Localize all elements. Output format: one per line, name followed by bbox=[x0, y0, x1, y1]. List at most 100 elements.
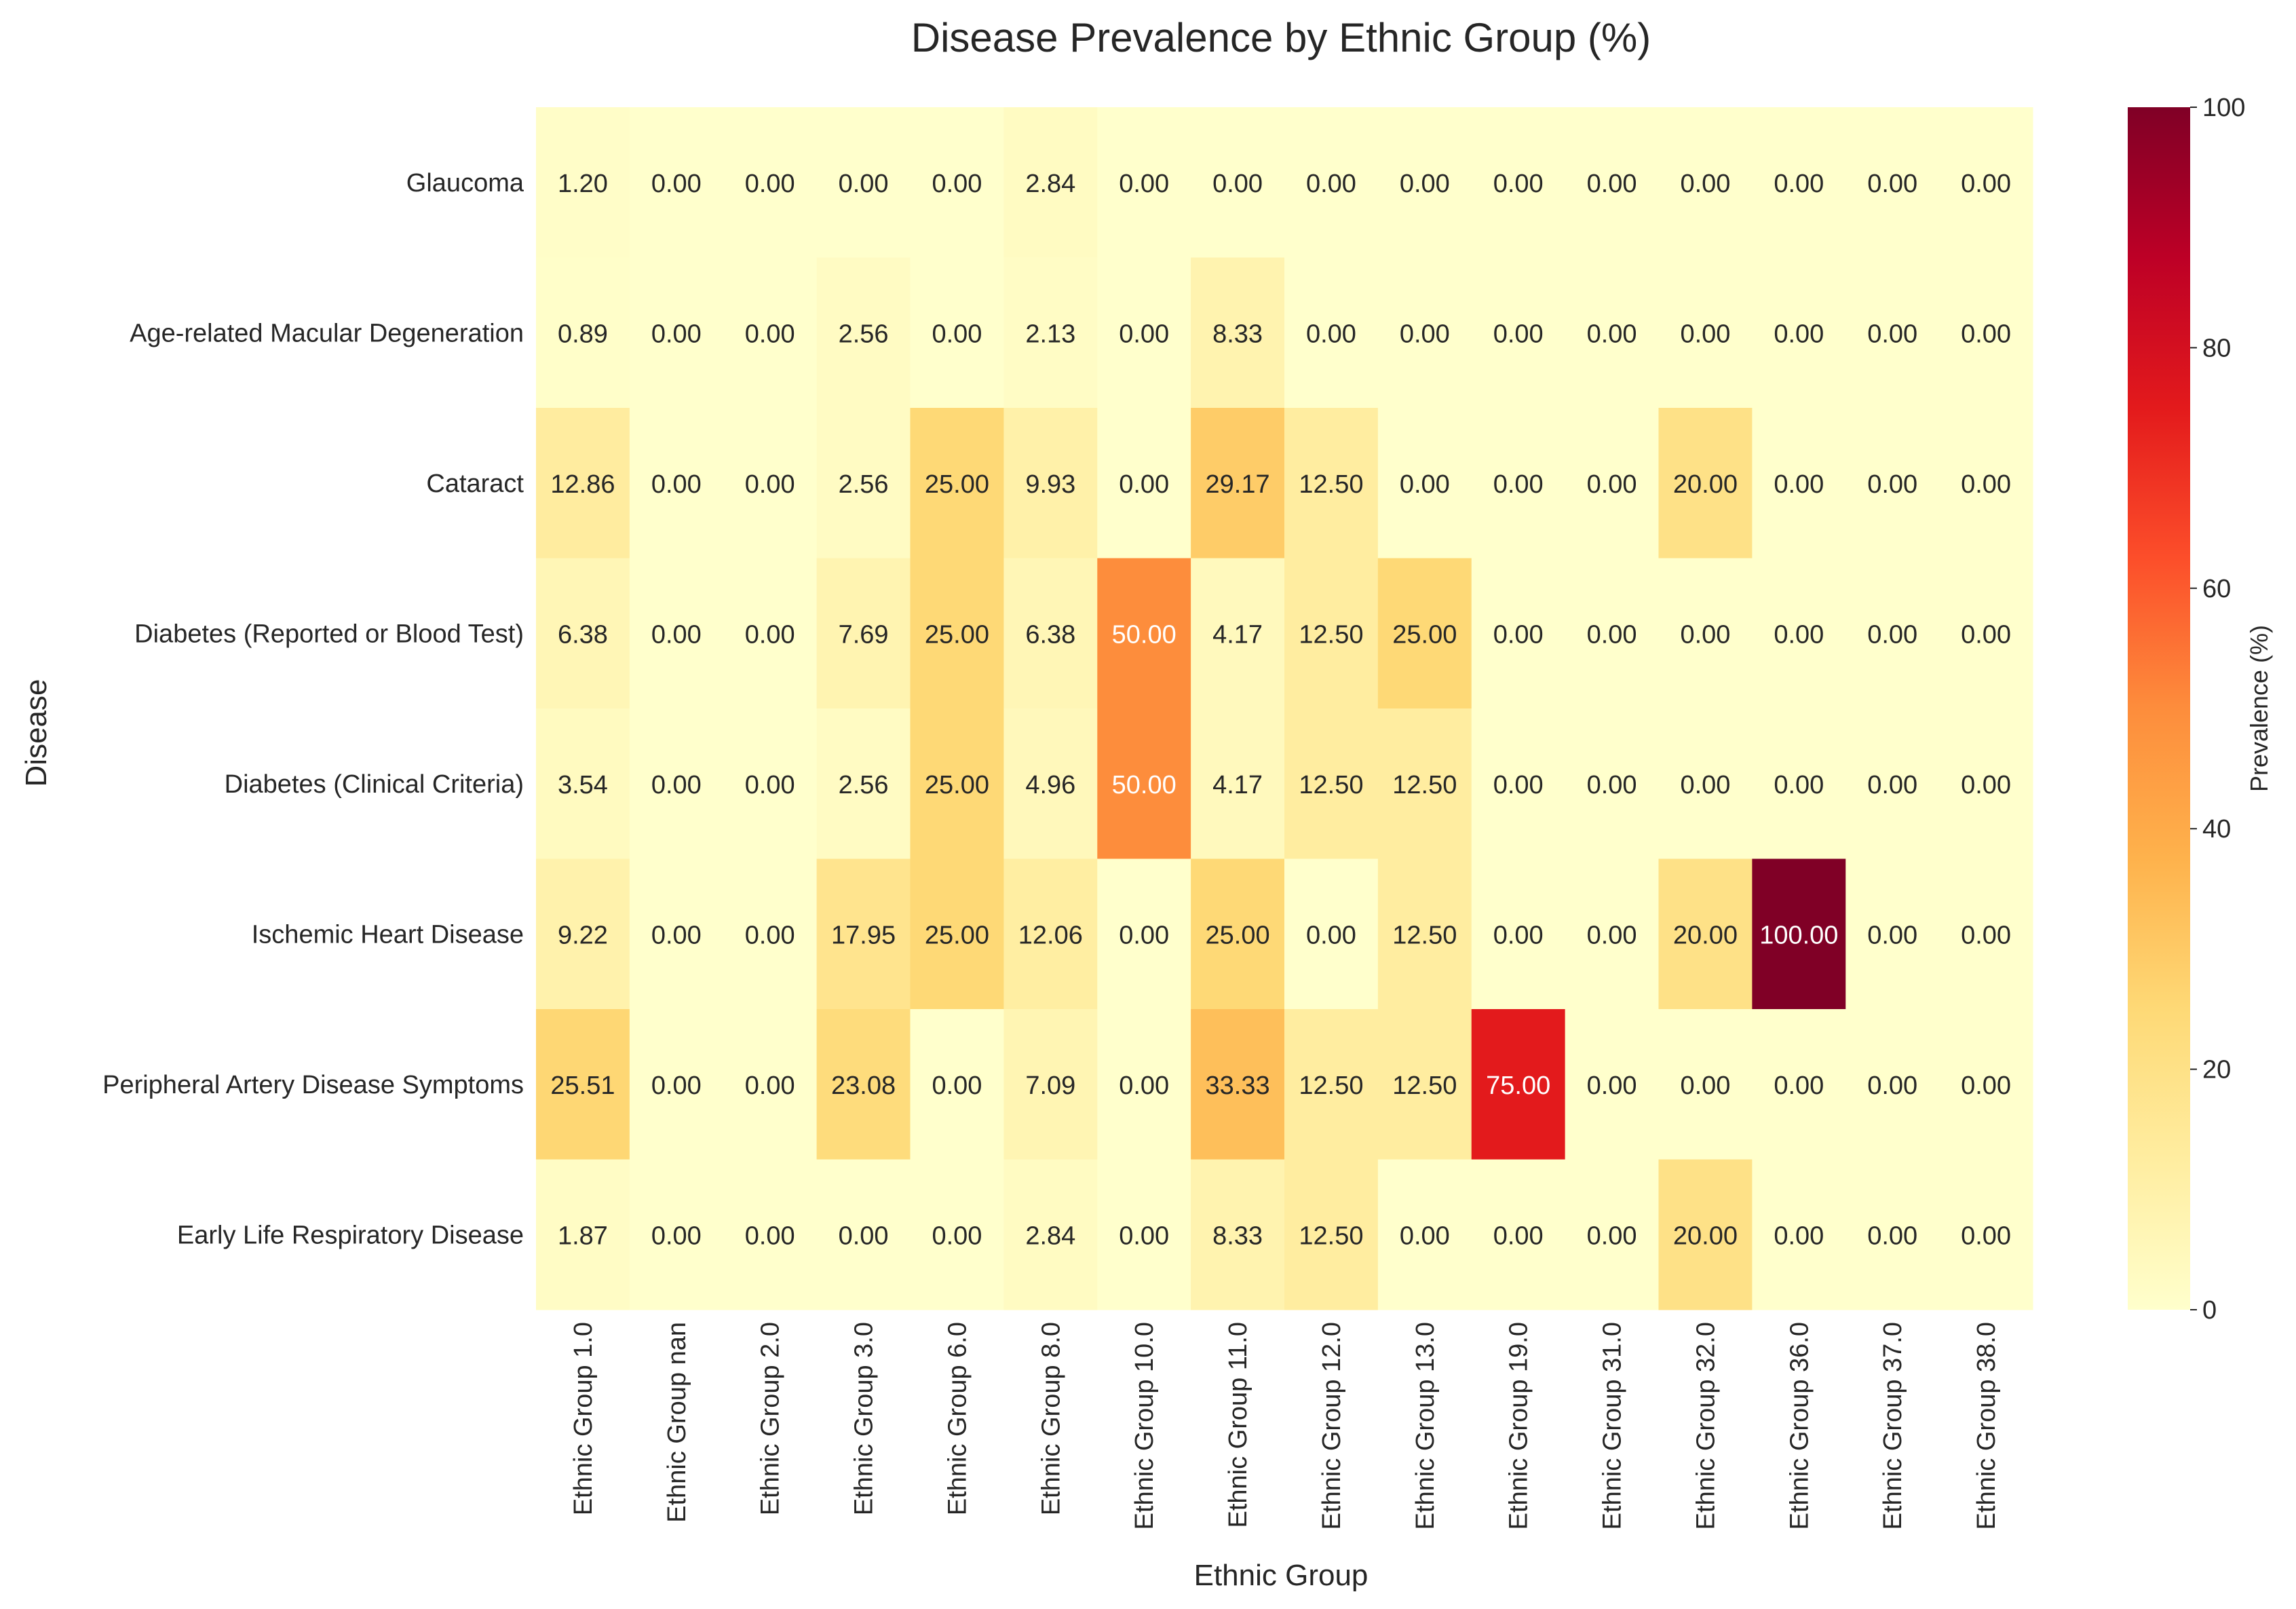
cell-value-label: 20.00 bbox=[1673, 921, 1738, 949]
cell-value-label: 2.84 bbox=[1025, 1222, 1075, 1250]
cell-value-label: 0.00 bbox=[1867, 320, 1917, 348]
heatmap-cell bbox=[1284, 257, 1379, 409]
heatmap-cell bbox=[1191, 708, 1285, 859]
cell-value-label: 29.17 bbox=[1206, 470, 1270, 499]
cell-value-label: 0.00 bbox=[1119, 470, 1169, 499]
colorbar-tick-label: 60 bbox=[2202, 575, 2231, 603]
cell-value-label: 0.00 bbox=[1119, 921, 1169, 949]
heatmap-cell bbox=[1845, 1009, 1940, 1160]
cell-value-label: 6.38 bbox=[558, 620, 608, 649]
cell-value-label: 100.00 bbox=[1759, 921, 1838, 949]
heatmap-cell bbox=[1752, 257, 1846, 409]
heatmap-cell bbox=[1845, 858, 1940, 1010]
heatmap-cell bbox=[1097, 558, 1191, 709]
heatmap-cell bbox=[1191, 1009, 1285, 1160]
heatmap-cell bbox=[1097, 107, 1191, 258]
heatmap-cell bbox=[536, 408, 630, 559]
cell-value-label: 0.00 bbox=[1680, 620, 1730, 649]
cell-value-label: 0.00 bbox=[651, 1222, 702, 1250]
cell-value-label: 0.00 bbox=[1961, 620, 2011, 649]
cell-value-label: 0.00 bbox=[932, 320, 982, 348]
cell-value-label: 0.00 bbox=[1867, 170, 1917, 198]
heatmap-cell bbox=[816, 408, 911, 559]
heatmap-cell bbox=[1377, 1159, 1472, 1310]
cell-value-label: 0.00 bbox=[1306, 320, 1356, 348]
cell-value-label: 0.00 bbox=[745, 771, 795, 799]
heatmap-cell bbox=[1845, 257, 1940, 409]
cell-value-label: 0.00 bbox=[1587, 771, 1637, 799]
cell-value-label: 50.00 bbox=[1112, 771, 1176, 799]
cell-value-label: 0.00 bbox=[1493, 620, 1544, 649]
heatmap-cell bbox=[910, 708, 1004, 859]
heatmap-cell bbox=[629, 107, 724, 258]
cell-value-label: 0.00 bbox=[1400, 470, 1450, 499]
cell-value-label: 25.00 bbox=[925, 921, 989, 949]
heatmap-cell bbox=[1377, 708, 1472, 859]
cell-value-label: 0.00 bbox=[1961, 1222, 2011, 1250]
colorbar-tick-label: 20 bbox=[2202, 1056, 2231, 1084]
cell-value-label: 0.00 bbox=[1867, 771, 1917, 799]
heatmap-cell bbox=[723, 107, 818, 258]
cell-value-label: 0.00 bbox=[1119, 1072, 1169, 1100]
cell-value-label: 0.00 bbox=[1306, 170, 1356, 198]
cell-value-label: 0.00 bbox=[1867, 1222, 1917, 1250]
cell-value-label: 0.00 bbox=[1961, 170, 2011, 198]
heatmap-cell bbox=[1939, 558, 2033, 709]
x-tick-label: Ethnic Group 8.0 bbox=[1037, 1322, 1065, 1515]
cell-value-label: 2.56 bbox=[839, 771, 889, 799]
colorbar-tick-label: 40 bbox=[2202, 815, 2231, 844]
heatmap-cell bbox=[536, 257, 630, 409]
cell-value-label: 0.00 bbox=[1493, 470, 1544, 499]
y-tick-label: Ischemic Heart Disease bbox=[252, 920, 524, 949]
heatmap-cell bbox=[1939, 1009, 2033, 1160]
heatmap-cell bbox=[1939, 107, 2033, 258]
heatmap-cell bbox=[1284, 1159, 1379, 1310]
cell-value-label: 33.33 bbox=[1206, 1072, 1270, 1100]
heatmap-cell bbox=[723, 558, 818, 709]
cell-value-label: 50.00 bbox=[1112, 620, 1176, 649]
x-tick-label: Ethnic Group 3.0 bbox=[850, 1322, 879, 1515]
heatmap-cell bbox=[1658, 1009, 1753, 1160]
heatmap-cell bbox=[816, 708, 911, 859]
y-tick-label: Peripheral Artery Disease Symptoms bbox=[102, 1071, 524, 1099]
cell-value-label: 0.00 bbox=[1867, 620, 1917, 649]
cell-value-label: 0.00 bbox=[1400, 170, 1450, 198]
cell-value-label: 0.00 bbox=[1680, 1072, 1730, 1100]
cell-value-label: 0.00 bbox=[1212, 170, 1263, 198]
heatmap-cell bbox=[1191, 408, 1285, 559]
heatmap-cell bbox=[1752, 708, 1846, 859]
heatmap-cell bbox=[1097, 858, 1191, 1010]
heatmap-cell bbox=[910, 558, 1004, 709]
heatmap-cell bbox=[1284, 107, 1379, 258]
y-tick-label: Diabetes (Reported or Blood Test) bbox=[134, 620, 524, 648]
cell-value-label: 12.06 bbox=[1018, 921, 1083, 949]
heatmap-cell bbox=[816, 107, 911, 258]
heatmap-cell bbox=[1752, 1159, 1846, 1310]
heatmap-cell bbox=[910, 1009, 1004, 1160]
heatmap-cell bbox=[1939, 1159, 2033, 1310]
heatmap-cell bbox=[1752, 858, 1846, 1010]
cell-value-label: 0.00 bbox=[1119, 1222, 1169, 1250]
heatmap-cell bbox=[536, 558, 630, 709]
heatmap-cell bbox=[1565, 408, 1659, 559]
heatmap-cell bbox=[1003, 1159, 1098, 1310]
x-tick-label: Ethnic Group 38.0 bbox=[1972, 1322, 2001, 1530]
cell-value-label: 0.00 bbox=[651, 320, 702, 348]
heatmap-cell bbox=[1191, 257, 1285, 409]
heatmap-cell bbox=[1377, 107, 1472, 258]
heatmap-cell bbox=[1845, 408, 1940, 559]
heatmap-cell bbox=[723, 1159, 818, 1310]
cell-value-label: 0.00 bbox=[745, 170, 795, 198]
heatmap-cell bbox=[1003, 1009, 1098, 1160]
heatmap-cell bbox=[723, 708, 818, 859]
cell-value-label: 0.00 bbox=[651, 470, 702, 499]
heatmap-cell bbox=[536, 1009, 630, 1160]
heatmap-cell bbox=[1191, 858, 1285, 1010]
cell-value-label: 0.89 bbox=[558, 320, 608, 348]
cell-value-label: 0.00 bbox=[651, 620, 702, 649]
x-tick-label: Ethnic Group nan bbox=[663, 1322, 691, 1523]
cell-value-label: 0.00 bbox=[1867, 1072, 1917, 1100]
cell-value-label: 25.00 bbox=[925, 771, 989, 799]
heatmap-cell bbox=[1752, 107, 1846, 258]
